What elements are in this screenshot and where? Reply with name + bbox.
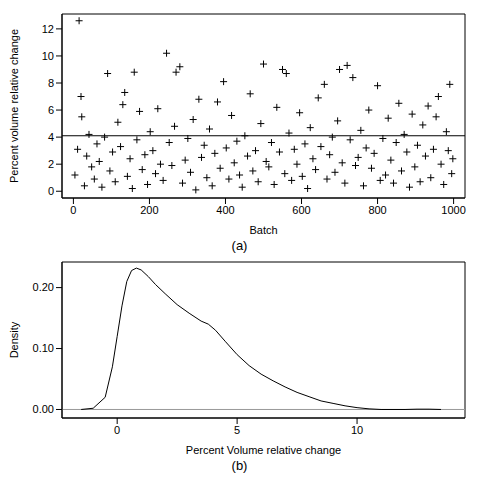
svg-text:600: 600 [292, 204, 310, 216]
svg-text:200: 200 [140, 204, 158, 216]
svg-text:Density: Density [8, 321, 20, 358]
svg-text:0: 0 [70, 204, 76, 216]
svg-text:Percent Volume relative change: Percent Volume relative change [186, 444, 341, 456]
svg-text:0.10: 0.10 [33, 342, 54, 354]
html-text:(b): (b) [231, 458, 248, 473]
svg-text:400: 400 [216, 204, 234, 216]
svg-text:6: 6 [48, 104, 54, 116]
svg-text:0: 0 [48, 185, 54, 197]
svg-text:0: 0 [114, 424, 120, 436]
svg-text:5: 5 [234, 424, 240, 436]
svg-text:Batch: Batch [249, 224, 277, 236]
svg-text:Percent volume relative change: Percent volume relative change [8, 29, 20, 183]
svg-text:10: 10 [351, 424, 363, 436]
html-text:(a): (a) [231, 238, 248, 253]
svg-text:0.20: 0.20 [33, 281, 54, 293]
svg-text:12: 12 [42, 23, 54, 35]
svg-text:1000: 1000 [441, 204, 465, 216]
svg-text:4: 4 [48, 131, 54, 143]
svg-text:2: 2 [48, 158, 54, 170]
svg-text:800: 800 [368, 204, 386, 216]
svg-text:8: 8 [48, 77, 54, 89]
svg-text:10: 10 [42, 50, 54, 62]
svg-text:0.00: 0.00 [33, 403, 54, 415]
